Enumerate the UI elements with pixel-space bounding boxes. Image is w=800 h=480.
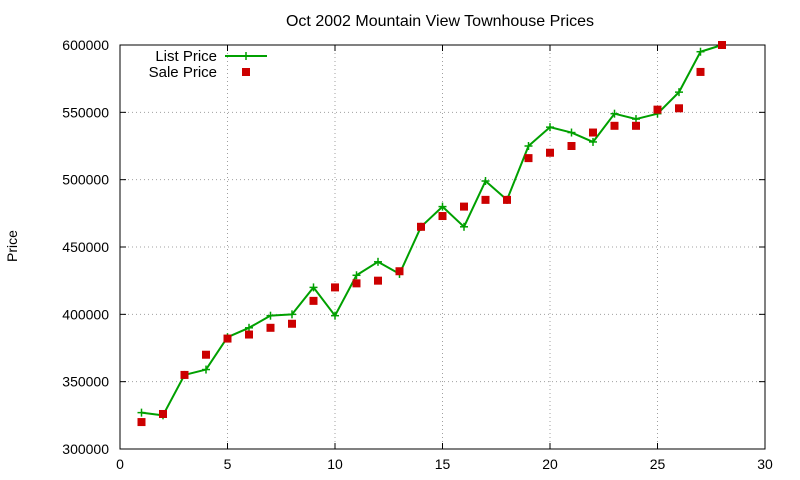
sale-price-point: [524, 154, 533, 163]
list-price-point: [546, 123, 554, 132]
legend-swatch-list-price: [225, 52, 267, 60]
sale-price-point: [481, 195, 490, 204]
list-price-point: [567, 128, 576, 137]
y-tick-label: 550000: [62, 104, 109, 120]
sale-price-point: [309, 296, 318, 305]
sale-price-point: [395, 267, 404, 276]
sale-price-point: [223, 334, 232, 343]
y-tick-label: 400000: [62, 306, 109, 322]
sale-price-point: [675, 104, 683, 113]
y-tick-label: 450000: [62, 239, 109, 255]
legend-label-list-price: List Price: [155, 48, 217, 65]
list-price-point: [202, 365, 210, 374]
series-layer: [137, 41, 726, 427]
sale-price-point: [137, 418, 146, 427]
list-price-point: [309, 283, 318, 292]
sale-price-point: [180, 370, 189, 379]
list-price-line: [141, 44, 723, 417]
sale-price-point: [696, 67, 705, 76]
list-price-point: [696, 47, 705, 56]
legend-label-sale-price: Sale Price: [149, 64, 217, 81]
y-tick-label: 300000: [62, 441, 109, 457]
legend: List Price Sale Price: [149, 48, 267, 81]
list-price-point: [610, 109, 619, 118]
sale-price-point: [589, 128, 597, 137]
sale-price-point: [546, 148, 554, 157]
sale-price-point: [653, 105, 662, 114]
x-tick-label: 15: [435, 456, 451, 472]
list-price-point: [438, 202, 447, 211]
list-price-point: [524, 142, 533, 150]
grid: [120, 45, 765, 449]
sale-price-point: [417, 222, 425, 231]
chart-title: Oct 2002 Mountain View Townhouse Prices: [286, 13, 594, 30]
list-price-point: [460, 222, 468, 231]
y-tick-label: 350000: [62, 374, 109, 390]
list-price-point: [589, 137, 597, 146]
sale-price-point: [352, 279, 361, 288]
legend-swatch-sale-price: [242, 68, 250, 76]
axes: 0 5 10 15 20 25 30 300000 350000 400000 450000 5000…: [62, 37, 773, 472]
sale-price-point: [159, 409, 167, 418]
sale-price-point: [438, 212, 447, 221]
y-tick-label: 600000: [62, 37, 109, 53]
y-tick-label: 500000: [62, 172, 109, 188]
list-price-point: [481, 177, 490, 186]
list-price-point: [632, 115, 640, 124]
sale-price-point: [610, 121, 619, 130]
sale-price-point: [288, 319, 296, 328]
y-axis-label: Price: [4, 230, 20, 262]
list-price-point: [675, 88, 683, 97]
sale-price-point: [460, 202, 468, 211]
x-tick-label: 20: [542, 456, 558, 472]
list-price-point: [137, 408, 146, 417]
sale-price-point: [374, 276, 382, 285]
list-price-point: [374, 257, 382, 266]
sale-price-point: [202, 350, 210, 359]
list-price-point: [352, 271, 361, 280]
list-price-point: [288, 310, 296, 319]
x-tick-label: 25: [650, 456, 666, 472]
list-price-point: [331, 311, 339, 320]
sale-price-point: [632, 121, 640, 130]
legend-marker-list-price: [242, 52, 250, 60]
sale-price-point: [331, 283, 339, 292]
x-tick-label: 30: [757, 456, 773, 472]
list-price-point: [266, 311, 275, 320]
sale-price-point: [567, 142, 576, 150]
legend-marker-sale-price: [242, 68, 250, 76]
sale-price-point: [266, 323, 275, 332]
sale-price-point: [503, 195, 511, 204]
list-price-point: [245, 323, 253, 332]
x-tick-label: 0: [116, 456, 124, 472]
sale-price-point: [245, 330, 253, 339]
x-tick-label: 10: [327, 456, 343, 472]
sale-price-point: [718, 41, 726, 49]
x-tick-label: 5: [224, 456, 232, 472]
